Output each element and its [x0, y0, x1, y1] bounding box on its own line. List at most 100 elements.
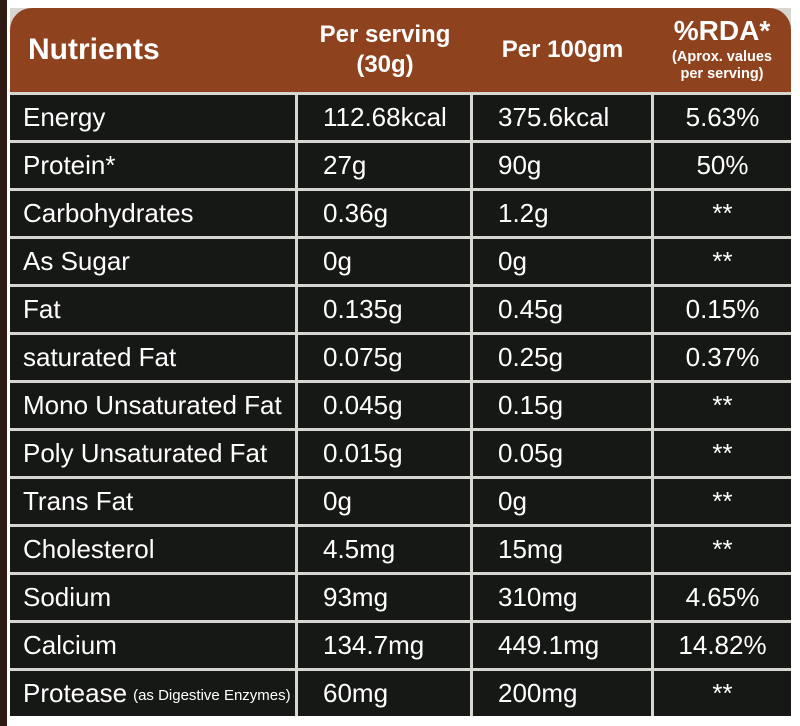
nutrient-label: Trans Fat — [23, 486, 134, 516]
nutrient-cell: Mono Unsaturated Fat — [10, 383, 295, 428]
header-per-serving-line2: (30g) — [356, 51, 414, 78]
header-per-100gm: Per 100gm — [501, 36, 624, 63]
per-serving-cell: 0.135g — [298, 287, 470, 332]
per-serving-value: 0.015g — [323, 438, 403, 468]
table-header-row: Nutrients Per serving (30g) Per 100gm %R… — [10, 8, 791, 92]
rda-value: ** — [712, 678, 733, 708]
rda-value: ** — [712, 390, 733, 420]
header-rda-title: %RDA* — [673, 15, 771, 47]
nutrient-cell: Carbohydrates — [10, 191, 295, 236]
nutrient-label: Poly Unsaturated Fat — [23, 438, 268, 468]
nutrient-label: Sodium — [23, 582, 112, 612]
per-serving-cell: 0g — [298, 479, 470, 524]
per-100gm-value: 449.1mg — [498, 630, 600, 660]
rda-cell: ** — [654, 239, 791, 284]
per-100gm-cell: 0.25g — [473, 335, 651, 380]
per-serving-cell: 0.075g — [298, 335, 470, 380]
table-row-as-sugar: As Sugar 0g 0g ** — [10, 239, 791, 284]
per-serving-value: 60mg — [323, 678, 389, 708]
nutrient-label: Carbohydrates — [23, 198, 194, 228]
nutrient-cell: Protein* — [10, 143, 295, 188]
rda-cell: 4.65% — [654, 575, 791, 620]
table-row-saturated-fat: saturated Fat 0.075g 0.25g 0.37% — [10, 335, 791, 380]
table-row-poly-unsaturated-fat: Poly Unsaturated Fat 0.015g 0.05g ** — [10, 431, 791, 476]
rda-cell: ** — [654, 479, 791, 524]
per-serving-cell: 0g — [298, 239, 470, 284]
per-100gm-value: 200mg — [498, 678, 578, 708]
per-serving-value: 0.075g — [323, 342, 403, 372]
per-100gm-value: 0g — [498, 486, 527, 516]
nutrient-cell: Poly Unsaturated Fat — [10, 431, 295, 476]
nutrient-label: As Sugar — [23, 246, 130, 276]
rda-value: ** — [712, 246, 733, 276]
rda-cell: ** — [654, 191, 791, 236]
per-serving-value: 0g — [323, 486, 352, 516]
per-100gm-value: 0.15g — [498, 390, 564, 420]
nutrient-cell: Cholesterol — [10, 527, 295, 572]
per-100gm-cell: 90g — [473, 143, 651, 188]
per-100gm-cell: 0.15g — [473, 383, 651, 428]
rda-cell: ** — [654, 527, 791, 572]
header-per-serving: Per serving (30g) — [298, 20, 472, 80]
table-row-cholesterol: Cholesterol 4.5mg 15mg ** — [10, 527, 791, 572]
per-100gm-value: 310mg — [498, 582, 578, 612]
per-100gm-value: 0.45g — [498, 294, 564, 324]
header-rda: %RDA* (Aprox. values per serving) — [653, 15, 791, 84]
per-100gm-value: 15mg — [498, 534, 564, 564]
per-100gm-cell: 200mg — [473, 671, 651, 716]
per-serving-value: 0.36g — [323, 198, 389, 228]
nutrient-note: (as Digestive Enzymes) — [133, 687, 291, 704]
per-serving-cell: 93mg — [298, 575, 470, 620]
per-serving-cell: 0.36g — [298, 191, 470, 236]
per-100gm-value: 0g — [498, 246, 527, 276]
per-serving-value: 4.5mg — [323, 534, 396, 564]
rda-cell: 5.63% — [654, 95, 791, 140]
per-100gm-cell: 0g — [473, 239, 651, 284]
header-rda-note-line1: (Aprox. values — [672, 49, 772, 65]
per-serving-cell: 60mg — [298, 671, 470, 716]
per-serving-cell: 27g — [298, 143, 470, 188]
per-serving-value: 0g — [323, 246, 352, 276]
rda-cell: 14.82% — [654, 623, 791, 668]
nutrient-label: saturated Fat — [23, 342, 177, 372]
table-body: Energy 112.68kcal 375.6kcal 5.63% Protei… — [10, 95, 791, 716]
header-rda-note-line2: per serving) — [680, 66, 764, 83]
per-100gm-value: 375.6kcal — [498, 102, 610, 132]
per-serving-cell: 0.045g — [298, 383, 470, 428]
nutrient-cell: Sodium — [10, 575, 295, 620]
nutrient-label: Cholesterol — [23, 534, 155, 564]
nutrient-cell: As Sugar — [10, 239, 295, 284]
nutrient-label: Fat — [23, 294, 61, 324]
rda-value: ** — [712, 534, 733, 564]
package-edge-strip — [0, 0, 7, 726]
table-row-carbohydrates: Carbohydrates 0.36g 1.2g ** — [10, 191, 791, 236]
rda-value: ** — [712, 438, 733, 468]
per-100gm-cell: 0.05g — [473, 431, 651, 476]
nutrition-facts-table: Nutrients Per serving (30g) Per 100gm %R… — [10, 8, 791, 716]
per-100gm-value: 0.05g — [498, 438, 564, 468]
nutrient-cell: Trans Fat — [10, 479, 295, 524]
table-row-trans-fat: Trans Fat 0g 0g ** — [10, 479, 791, 524]
per-serving-value: 134.7mg — [323, 630, 425, 660]
table-row-sodium: Sodium 93mg 310mg 4.65% — [10, 575, 791, 620]
rda-cell: 0.37% — [654, 335, 791, 380]
per-100gm-cell: 449.1mg — [473, 623, 651, 668]
table-row-calcium: Calcium 134.7mg 449.1mg 14.82% — [10, 623, 791, 668]
nutrient-label: Protease — [23, 678, 128, 708]
per-serving-cell: 4.5mg — [298, 527, 470, 572]
rda-value: 5.63% — [685, 102, 760, 132]
per-100gm-cell: 0g — [473, 479, 651, 524]
rda-cell: ** — [654, 431, 791, 476]
per-serving-value: 0.045g — [323, 390, 403, 420]
rda-value: 14.82% — [678, 630, 767, 660]
table-row-protease: Protease (as Digestive Enzymes) 60mg 200… — [10, 671, 791, 716]
nutrient-cell: Fat — [10, 287, 295, 332]
per-100gm-value: 90g — [498, 150, 542, 180]
per-100gm-cell: 1.2g — [473, 191, 651, 236]
rda-value: ** — [712, 486, 733, 516]
per-serving-cell: 0.015g — [298, 431, 470, 476]
per-serving-cell: 112.68kcal — [298, 95, 470, 140]
nutrient-cell: saturated Fat — [10, 335, 295, 380]
per-serving-value: 27g — [323, 150, 367, 180]
nutrient-label: Mono Unsaturated Fat — [23, 390, 282, 420]
